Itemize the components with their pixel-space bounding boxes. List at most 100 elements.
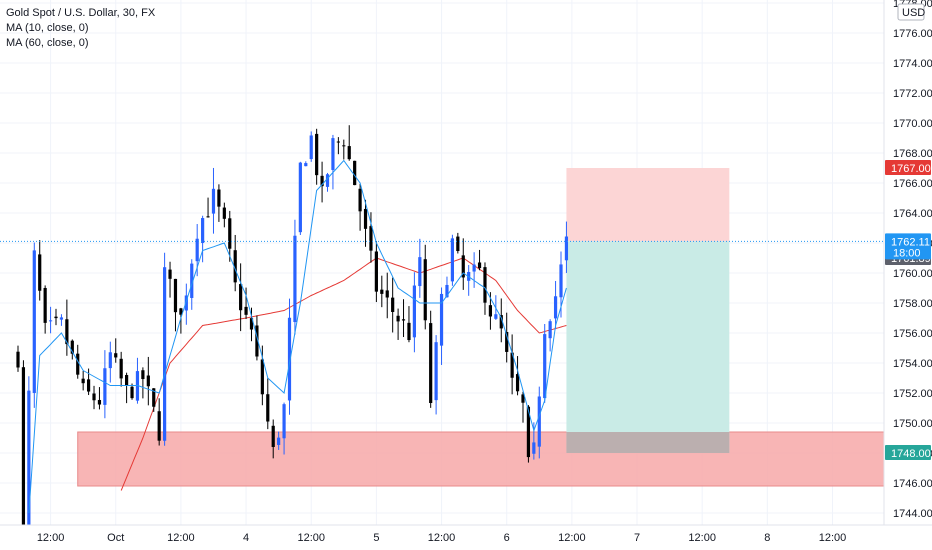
candle — [325, 172, 330, 192]
candle — [97, 387, 102, 410]
candle — [32, 242, 36, 408]
candle-body — [315, 133, 319, 176]
candle — [477, 249, 482, 271]
candle — [222, 202, 226, 228]
candle-body — [510, 352, 514, 378]
candle — [358, 183, 362, 231]
candle-body — [81, 378, 85, 384]
candle-body — [543, 334, 547, 399]
candle-body — [472, 264, 476, 272]
candle-body — [287, 317, 292, 401]
y-tick-label: 1770.00 — [893, 118, 932, 130]
candle — [298, 161, 302, 236]
y-tick-label: 1754.00 — [893, 358, 932, 370]
candle-body — [184, 295, 188, 311]
candle-body — [548, 321, 552, 339]
candle-body — [439, 293, 444, 346]
candle-body — [325, 174, 330, 187]
target-badge-label: 1748.00 — [891, 448, 931, 460]
candle — [211, 167, 216, 234]
candle-body — [532, 442, 536, 454]
candle-body — [211, 188, 216, 214]
candle-body — [483, 267, 487, 303]
candle — [233, 234, 237, 292]
y-tick-label: 1746.00 — [893, 478, 932, 490]
y-tick-label: 1774.00 — [893, 58, 932, 70]
candle — [363, 199, 368, 247]
stop-badge-label: 1767.00 — [891, 163, 931, 175]
candle-body — [564, 236, 569, 261]
candle — [347, 125, 351, 161]
candle-body — [103, 368, 107, 405]
candle-body — [97, 399, 102, 405]
candle — [287, 298, 292, 415]
candle-body — [494, 314, 498, 319]
candle — [342, 139, 346, 160]
candle — [119, 351, 123, 387]
time-axis: 12:00 Oct 12:00 4 12:00 5 12:00 6 12:00 7 12:00 8 12… — [0, 524, 932, 550]
candle — [407, 306, 411, 343]
candle — [163, 252, 167, 446]
candle-body — [320, 175, 324, 187]
entry-badge-countdown: 18:00 — [893, 247, 921, 259]
candle — [526, 405, 531, 463]
zone-stop — [566, 168, 730, 242]
entry-badge-label: 1762.11 — [891, 236, 930, 248]
candle-body — [391, 297, 395, 312]
candle — [439, 287, 444, 365]
candle-body — [374, 251, 378, 292]
candle-body — [16, 351, 20, 368]
x-tick-label: 4 — [243, 532, 249, 544]
x-tick-label: 12:00 — [297, 532, 325, 544]
candle-body — [331, 138, 335, 170]
candle-body — [217, 189, 221, 207]
x-tick-label: 12:00 — [37, 532, 65, 544]
candle-body — [48, 320, 53, 322]
candle — [92, 385, 96, 410]
candle — [385, 272, 389, 319]
candle — [429, 310, 433, 408]
candle — [27, 376, 31, 543]
price-axis: 1744.00 1746.00 1748.00 1750.00 1752.00 1754.… — [883, 0, 932, 550]
x-tick-label: 12:00 — [688, 532, 716, 544]
candle-body — [429, 323, 433, 404]
candle — [499, 298, 503, 343]
x-tick-label: 7 — [634, 532, 640, 544]
candle-body — [418, 257, 422, 287]
candle — [244, 287, 248, 320]
candle-body — [266, 394, 270, 422]
candle-body — [369, 226, 373, 251]
candle — [271, 419, 275, 459]
candle-body — [114, 353, 118, 358]
candle — [456, 232, 460, 254]
candle — [146, 356, 150, 406]
candle-body — [456, 236, 460, 252]
candle — [434, 335, 438, 415]
symbol-title: Gold Spot / U.S. Dollar, 30, FX — [6, 7, 156, 19]
candle-body — [76, 353, 80, 375]
candle-body — [233, 250, 237, 283]
candle — [125, 372, 129, 404]
x-tick-label: 12:00 — [558, 532, 586, 544]
x-tick-label: 12:00 — [428, 532, 456, 544]
candle-body — [396, 315, 400, 322]
candle — [412, 272, 416, 353]
currency-label: USD — [902, 7, 925, 19]
candle — [336, 137, 340, 155]
target-badge-bg — [885, 445, 931, 460]
currency-box — [897, 3, 925, 21]
candle-body — [526, 406, 531, 458]
candle — [16, 345, 20, 372]
candle-body — [298, 162, 302, 233]
candle-body — [407, 322, 411, 341]
x-tick-label: 6 — [504, 532, 510, 544]
candles — [16, 125, 569, 546]
candle-body — [92, 393, 96, 401]
candle-body — [380, 289, 384, 294]
candle-body — [401, 319, 406, 321]
candle — [369, 212, 373, 263]
candle — [108, 341, 112, 383]
candle-body — [358, 188, 362, 212]
